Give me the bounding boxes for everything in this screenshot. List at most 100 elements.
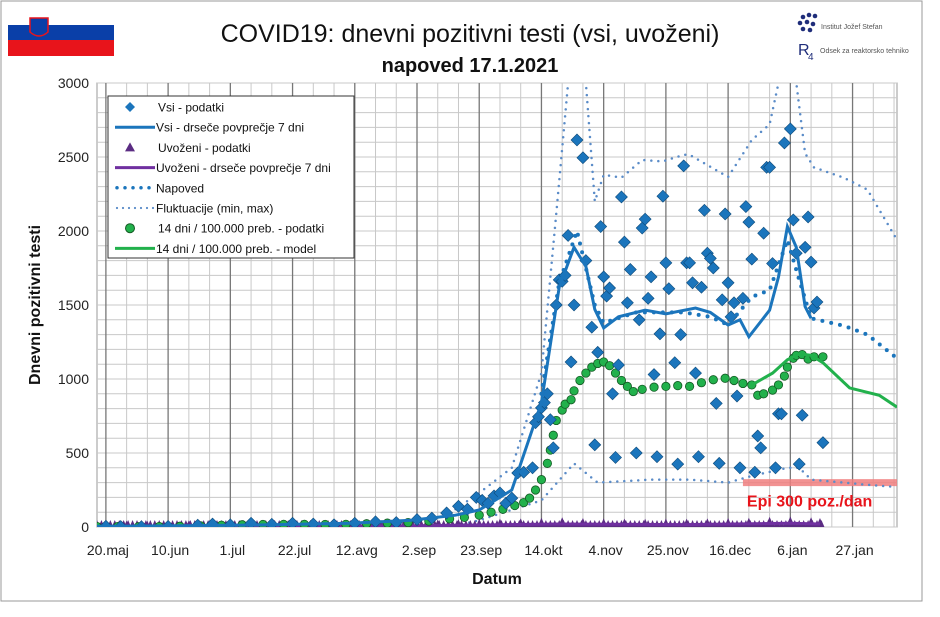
- x-tick-label: 10.jun: [151, 542, 189, 558]
- legend-label: Vsi - podatki: [158, 101, 224, 115]
- incidence-model-line: [751, 352, 897, 409]
- vsi-data-point: [644, 270, 658, 284]
- incidence-data-point: [708, 375, 718, 385]
- vsi-data-point: [798, 240, 812, 254]
- vsi-data-point: [795, 408, 809, 422]
- x-tick-label: 6.jan: [777, 542, 807, 558]
- y-tick-label: 1000: [58, 371, 89, 387]
- incidence-data-point: [542, 458, 552, 468]
- vsi-data-point: [804, 255, 818, 269]
- vsi-data-point: [609, 451, 622, 464]
- vsi-data-point: [777, 136, 791, 150]
- ijs-logo-text: Institut Jožef Stefan: [821, 24, 883, 31]
- x-tick-label: 20.maj: [87, 542, 129, 558]
- vsi-data-point: [617, 235, 631, 249]
- chart-subtitle: napoved 17.1.2021: [382, 55, 559, 77]
- x-tick-label: 12.avg: [336, 542, 378, 558]
- plot-area: Epi 300 poz./dan: [97, 83, 897, 527]
- legend-label: 14 dni / 100.000 preb. - podatki: [158, 222, 324, 236]
- incidence-data-point: [486, 507, 496, 517]
- vsi-data-point: [585, 320, 599, 334]
- vsi-data-point: [546, 441, 560, 455]
- x-tick-label: 22.jul: [278, 542, 311, 558]
- vsi-data-point: [775, 407, 788, 421]
- vsi-data-point: [769, 461, 782, 475]
- r4-logo-text: Odsek za reaktorsko tehniko: [820, 48, 909, 55]
- incidence-data-point: [628, 386, 638, 397]
- vsi-data-point: [727, 296, 741, 310]
- r4-logo-icon: R: [798, 42, 810, 59]
- vsi-data-point: [810, 295, 824, 309]
- incidence-data-point: [779, 371, 790, 381]
- legend-triangle-icon: [125, 142, 135, 152]
- incidence-data-point: [637, 384, 647, 394]
- x-tick-label: 1.jul: [219, 542, 245, 558]
- vsi-data-point: [671, 457, 685, 471]
- vsi-data-point: [792, 457, 806, 471]
- vsi-data-point: [629, 446, 643, 460]
- vsi-data-point: [816, 436, 830, 450]
- vsi-data-point: [543, 413, 557, 427]
- incidence-data-point: [738, 378, 748, 389]
- vsi-data-point: [695, 280, 708, 294]
- vsi-data-point: [603, 281, 617, 295]
- vsi-data-point: [623, 263, 637, 276]
- vsi-data-point: [786, 213, 800, 227]
- incidence-data-point: [566, 395, 576, 405]
- vsi-data-point: [801, 210, 815, 224]
- vsi-data-point: [570, 133, 584, 147]
- vsi-data-point: [715, 293, 729, 307]
- vsi-data-point: [650, 450, 664, 464]
- vsi-data-point: [600, 289, 614, 303]
- incidence-data-point: [759, 389, 769, 399]
- incidence-data-point: [696, 378, 707, 388]
- grid: [96, 82, 898, 528]
- vsi-data-point: [638, 212, 652, 226]
- uvozeni-avg-line: [97, 521, 821, 527]
- vsi-data-point: [763, 160, 777, 174]
- incidence-data-point: [616, 375, 627, 386]
- x-tick-label: 27.jan: [835, 542, 873, 558]
- legend-label: Napoved: [156, 181, 204, 195]
- vsi-data-point: [742, 215, 756, 229]
- legend-label: Fluktuacije (min, max): [156, 202, 273, 216]
- x-tick-label: 4.nov: [589, 542, 623, 558]
- vsi-data-point: [647, 368, 661, 381]
- vsi-data-point: [505, 491, 519, 505]
- vsi-data-point: [641, 291, 655, 305]
- vsi-data-point: [709, 396, 723, 410]
- vsi-data-point: [721, 276, 735, 290]
- legend-label: Uvoženi - podatki: [158, 141, 251, 155]
- ijs-logo: Institut Jožef Stefan R 4 Odsek za reakt…: [797, 12, 909, 63]
- vsi-data-point: [745, 252, 759, 266]
- x-tick-label: 23.sep: [460, 542, 502, 558]
- incidence-data-point: [524, 493, 535, 503]
- y-tick-label: 500: [66, 445, 90, 461]
- y-tick-label: 2500: [58, 149, 89, 165]
- vsi-data-point: [588, 438, 602, 452]
- slovenia-flag: [8, 10, 114, 56]
- incidence-data-point: [575, 375, 585, 386]
- vsi-data-point: [591, 345, 605, 359]
- vsi-data-point: [656, 189, 670, 203]
- vsi-data-point: [668, 356, 682, 370]
- y-tick-label: 3000: [58, 75, 89, 91]
- legend-box: [107, 95, 355, 259]
- y-tick-label: 1500: [58, 297, 89, 313]
- vsi-data-point: [606, 387, 619, 401]
- vsi-data-point: [754, 441, 768, 455]
- vsi-data-point: [703, 251, 717, 265]
- incidence-data-point: [548, 430, 558, 440]
- vsi-data-point: [674, 328, 688, 342]
- legend-label: Vsi - drseče povprečje 7 dni: [156, 121, 304, 135]
- legend-label: 14 dni / 100.000 preb. - model: [156, 242, 316, 256]
- incidence-data-point: [581, 368, 591, 378]
- incidence-data-point: [604, 361, 615, 371]
- incidence-data-point: [536, 475, 547, 485]
- x-tick-label: 25.nov: [647, 542, 689, 558]
- vsi-data-point: [594, 220, 608, 233]
- vsi-data-point: [567, 298, 581, 312]
- vsi-data-point: [683, 256, 697, 270]
- vsi-data-point: [662, 282, 676, 296]
